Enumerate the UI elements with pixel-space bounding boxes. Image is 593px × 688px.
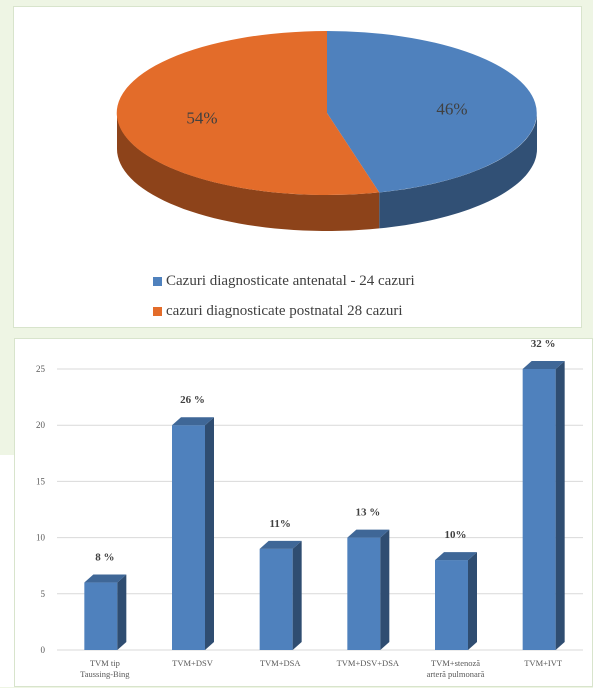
x-tick-label-0-0: TVM tip bbox=[90, 658, 120, 668]
bar-front-2 bbox=[259, 548, 293, 650]
y-tick-label-2: 10 bbox=[36, 533, 46, 543]
legend-label-antenatal: Cazuri diagnosticate antenatal - 24 cazu… bbox=[166, 273, 415, 289]
pie-slice-1 bbox=[116, 30, 380, 195]
x-tick-label-4-1: arteră pulmonară bbox=[427, 669, 485, 679]
pie-slice-0 bbox=[327, 31, 537, 193]
panel-strip bbox=[0, 455, 14, 687]
pie-side-0 bbox=[379, 113, 537, 229]
x-tick-label-0-1: Taussing-Bing bbox=[80, 669, 130, 679]
legend-item-antenatal: Cazuri diagnosticate antenatal - 24 cazu… bbox=[153, 273, 415, 290]
legend-swatch-postnatal bbox=[153, 307, 162, 316]
bar-side-4 bbox=[468, 552, 477, 650]
bar-3 bbox=[347, 529, 390, 650]
y-tick-label-5: 25 bbox=[36, 364, 46, 374]
legend-item-postnatal: cazuri diagnosticate postnatal 28 cazuri bbox=[153, 303, 403, 320]
x-tick-label-4-0: TVM+stenoză bbox=[431, 658, 480, 668]
bar-top-2 bbox=[259, 540, 302, 549]
x-tick-label-1-0: TVM+DSV bbox=[172, 658, 214, 668]
bar-front-3 bbox=[347, 537, 381, 650]
legend-label-postnatal: cazuri diagnosticate postnatal 28 cazuri bbox=[166, 303, 403, 319]
bar-data-label-3: 13 % bbox=[355, 507, 380, 519]
bar-front-0 bbox=[84, 582, 118, 650]
x-tick-label-2-0: TVM+DSA bbox=[260, 658, 302, 668]
bar-top-4 bbox=[435, 552, 477, 561]
bar-data-label-0: 8 % bbox=[95, 552, 114, 564]
bar-side-3 bbox=[380, 529, 390, 650]
bar-data-label-5: 32 % bbox=[531, 339, 556, 350]
bar-front-5 bbox=[522, 369, 556, 650]
bar-side-2 bbox=[292, 540, 302, 650]
y-tick-label-1: 5 bbox=[41, 589, 46, 599]
y-tick-label-4: 20 bbox=[36, 420, 46, 430]
y-tick-label-0: 0 bbox=[41, 645, 46, 655]
x-tick-label-3-0: TVM+DSV+DSA bbox=[337, 658, 400, 668]
bar-4 bbox=[435, 552, 477, 650]
bar-data-label-4: 10% bbox=[445, 529, 467, 541]
bar-side-0 bbox=[117, 574, 127, 650]
bar-top-1 bbox=[172, 417, 214, 426]
pie-chart-panel: 46% 54% Cazuri diagnosticate antenatal - … bbox=[13, 6, 582, 328]
pie-label-1: 54% bbox=[186, 108, 217, 127]
bar-chart-panel: 0 5 10 15 20 25 8 % TVM tip Taussing-Bing 26 % TVM… bbox=[14, 338, 593, 687]
bar-front-4 bbox=[435, 560, 468, 650]
bar-front-1 bbox=[172, 425, 205, 650]
bar-side-5 bbox=[555, 361, 565, 650]
bar-side-1 bbox=[205, 417, 214, 650]
bar-top-0 bbox=[84, 574, 127, 583]
legend-swatch-antenatal bbox=[153, 277, 162, 286]
bar-5 bbox=[522, 361, 565, 650]
pie-label-0: 46% bbox=[436, 100, 467, 119]
bar-data-label-1: 26 % bbox=[180, 394, 205, 406]
x-tick-label-5-0: TVM+IVT bbox=[524, 658, 563, 668]
bar-0 bbox=[84, 574, 127, 650]
bar-data-label-2: 11% bbox=[269, 518, 290, 530]
bar-top-3 bbox=[347, 529, 390, 538]
bar-2 bbox=[259, 540, 302, 650]
y-tick-label-3: 15 bbox=[36, 476, 46, 486]
bar-top-5 bbox=[522, 361, 565, 369]
pie-side-1 bbox=[117, 113, 380, 231]
bar-1 bbox=[172, 417, 214, 650]
pie-chart: 46% 54% bbox=[116, 30, 537, 231]
